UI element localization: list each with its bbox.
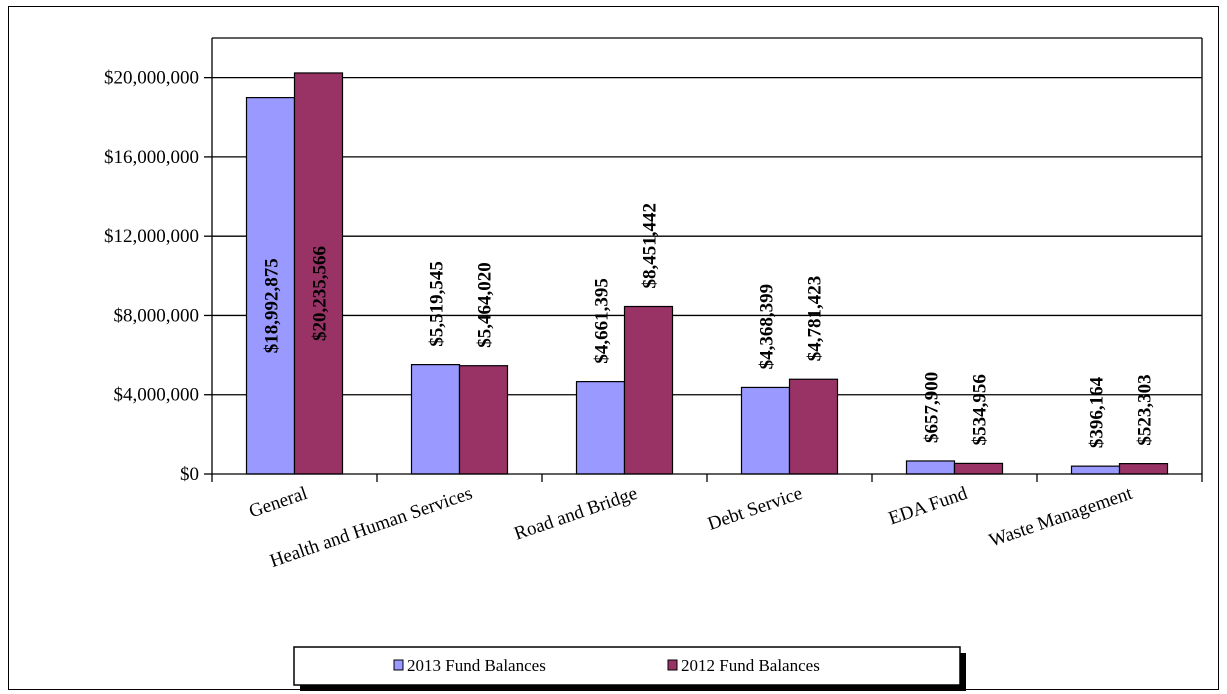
y-tick-label: $8,000,000 xyxy=(114,305,200,326)
bars xyxy=(245,72,1169,475)
data-label: $5,519,545 xyxy=(427,261,448,347)
data-label: $18,992,875 xyxy=(262,258,283,353)
bar xyxy=(575,381,626,475)
bar xyxy=(458,365,509,475)
data-label: $4,781,423 xyxy=(805,276,826,362)
bar xyxy=(623,305,674,475)
y-tick-label: $20,000,000 xyxy=(104,68,199,89)
data-label: $523,303 xyxy=(1135,374,1156,445)
bar xyxy=(410,364,461,475)
bar xyxy=(788,378,839,475)
bar xyxy=(740,386,791,475)
y-tick-label: $0 xyxy=(180,464,199,485)
data-label: $20,235,566 xyxy=(310,246,331,341)
bar xyxy=(905,460,956,475)
gridlines xyxy=(212,37,1203,474)
legend-label: 2012 Fund Balances xyxy=(681,656,820,675)
x-tick-label: EDA Fund xyxy=(886,483,971,530)
x-tick-label: Debt Service xyxy=(705,483,805,535)
data-label: $4,661,395 xyxy=(592,278,613,364)
legend-box xyxy=(293,646,961,686)
chart-frame xyxy=(8,6,1219,690)
data-label: $534,956 xyxy=(970,374,991,445)
x-tick-label: Waste Management xyxy=(987,483,1136,552)
data-label: $5,464,020 xyxy=(475,262,496,348)
data-label: $657,900 xyxy=(922,372,943,443)
y-tick-label: $16,000,000 xyxy=(104,147,199,168)
bar xyxy=(1070,465,1121,475)
data-label: $8,451,442 xyxy=(640,203,661,289)
y-tick-label: $4,000,000 xyxy=(114,385,200,406)
y-axis: $0 $4,000,000 $8,000,000 $12,000,000 $16,000… xyxy=(104,38,213,485)
bar xyxy=(293,72,344,475)
legend: 2013 Fund Balances 2012 Fund Balances xyxy=(293,646,966,691)
bar xyxy=(953,462,1004,475)
y-tick-label: $12,000,000 xyxy=(104,226,199,247)
legend-label: 2013 Fund Balances xyxy=(407,656,546,675)
data-labels: $18,992,875 $5,519,545 $4,661,395 $4,368,39… xyxy=(262,203,1156,448)
legend-swatch xyxy=(667,659,678,671)
data-label: $396,164 xyxy=(1087,376,1108,448)
x-tick-label: General xyxy=(246,483,310,522)
legend-swatch xyxy=(393,659,404,671)
x-tick-label: Road and Bridge xyxy=(512,483,641,545)
bar xyxy=(1118,463,1169,475)
data-label: $4,368,399 xyxy=(757,284,778,370)
